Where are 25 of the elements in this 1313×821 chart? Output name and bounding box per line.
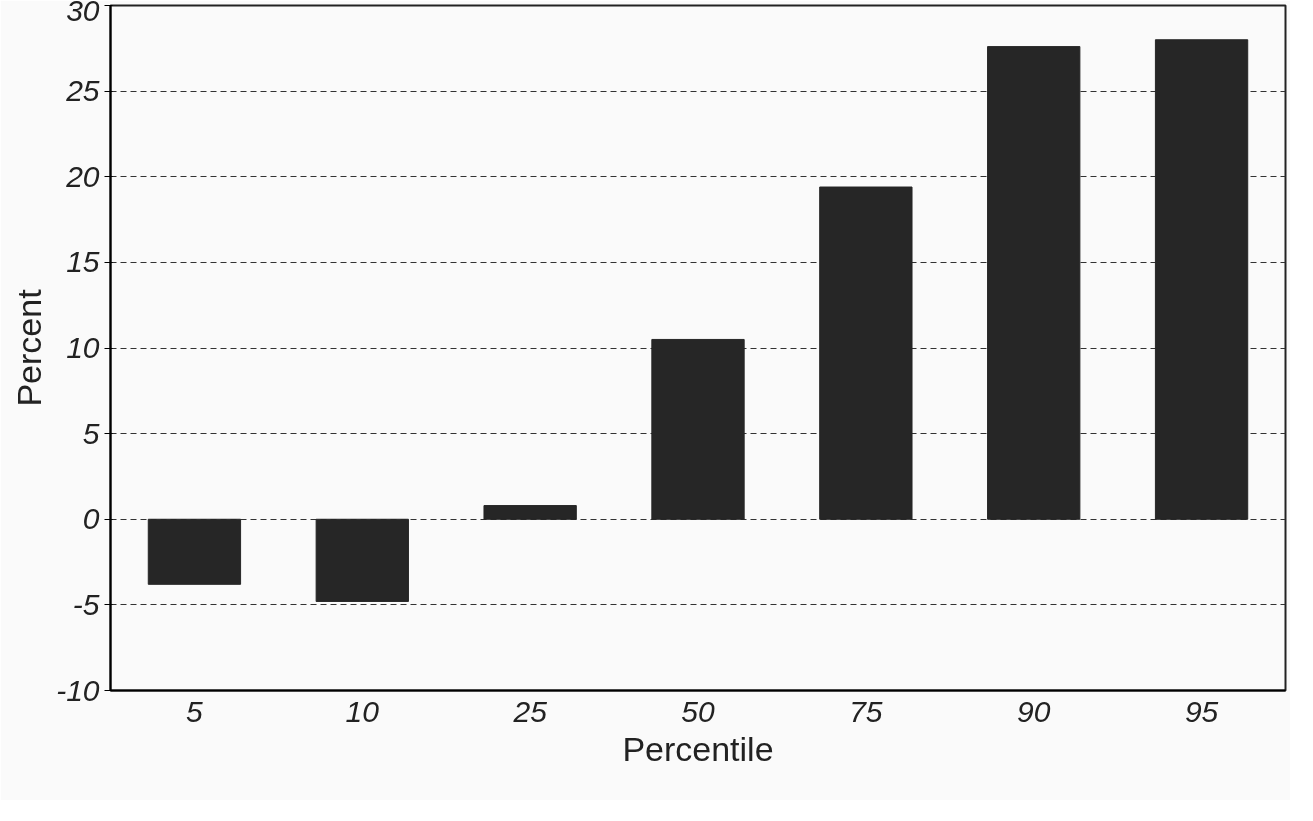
y-tick-label: 15 (66, 245, 100, 279)
y-tick-label: 0 (82, 502, 100, 536)
x-tick-label: 75 (849, 694, 883, 728)
bar (483, 505, 577, 520)
y-tick-label: 20 (65, 159, 100, 193)
x-tick-label: 95 (1184, 694, 1219, 728)
bar (315, 518, 409, 602)
x-tick-label: 25 (512, 694, 548, 728)
y-tick-label: 30 (66, 0, 100, 27)
bar (987, 46, 1081, 520)
y-tick-label: -10 (56, 673, 100, 707)
y-axis-title: Percent (10, 288, 49, 407)
x-tick-label: 50 (681, 694, 715, 728)
bar (819, 186, 913, 520)
y-tick-label: 5 (82, 416, 100, 450)
x-tick-label: 5 (186, 694, 204, 728)
bar (147, 518, 242, 585)
x-tick-label: 10 (345, 694, 380, 728)
y-tick-label: 10 (66, 331, 100, 364)
y-tick-label: -5 (72, 587, 100, 621)
x-tick-label: 90 (1017, 694, 1051, 728)
x-axis-title: Percentile (622, 729, 774, 768)
y-tick-label: 25 (65, 74, 100, 108)
bar (1154, 39, 1249, 520)
bar (651, 338, 745, 520)
